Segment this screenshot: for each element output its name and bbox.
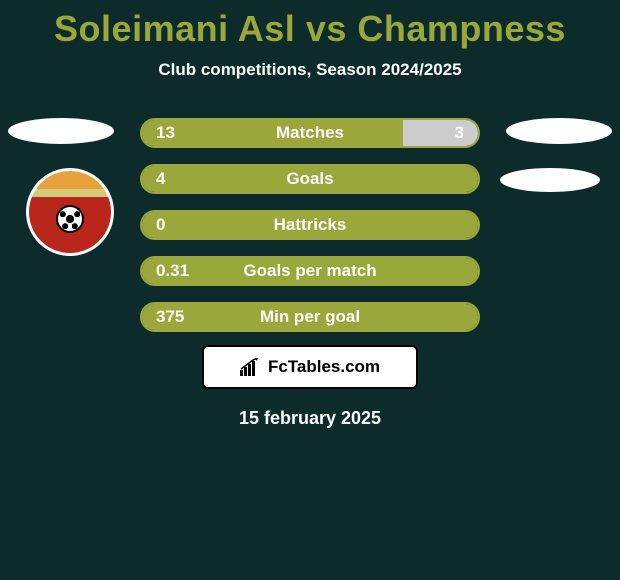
stat-label: Hattricks: [142, 212, 478, 238]
comparison-card: Soleimani Asl vs Champness Club competit…: [0, 0, 620, 580]
soccer-ball-icon: [56, 205, 84, 233]
player-2-club-placeholder: [500, 168, 600, 192]
stat-bar-goals-per-match: 0.31Goals per match: [140, 256, 480, 286]
badge-stripe-mid: [29, 189, 111, 197]
badge-stripe-top: [29, 171, 111, 189]
player-2-name: Champness: [357, 8, 566, 49]
stat-bar-hattricks: 0Hattricks: [140, 210, 480, 240]
player-1-club-badge: FOOLAD: [26, 168, 114, 256]
player-1-photo-placeholder: [8, 118, 114, 144]
stat-label: Goals per match: [142, 258, 478, 284]
bar-chart-icon: [240, 358, 262, 376]
player-1-name: Soleimani Asl: [54, 8, 295, 49]
page-title: Soleimani Asl vs Champness: [0, 0, 620, 50]
stat-bar-matches: 13Matches3: [140, 118, 480, 148]
stat-bar-min-per-goal: 375Min per goal: [140, 302, 480, 332]
stat-bar-goals: 4Goals: [140, 164, 480, 194]
player-2-photo-placeholder: [506, 118, 612, 144]
stat-label: Goals: [142, 166, 478, 192]
stat-label: Matches: [142, 120, 478, 146]
stat-bars: 13Matches3 4Goals 0Hattricks 0.31Goals per …: [140, 118, 480, 348]
stat-right-value: 3: [455, 120, 464, 146]
date-text: 15 february 2025: [0, 408, 620, 429]
brand-text: FcTables.com: [268, 357, 380, 377]
vs-separator: vs: [306, 8, 347, 49]
stat-label: Min per goal: [142, 304, 478, 330]
subtitle: Club competitions, Season 2024/2025: [0, 60, 620, 80]
brand-badge: FcTables.com: [202, 345, 418, 389]
